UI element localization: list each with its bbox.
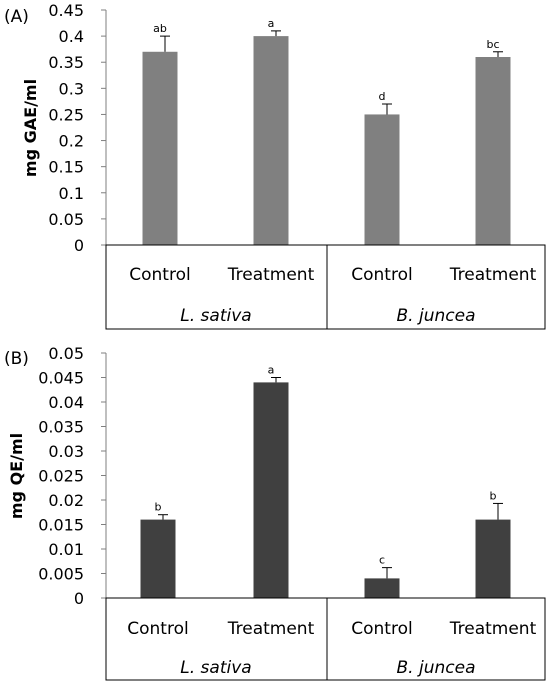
panel-a-y-tick-label: 0.2 xyxy=(59,132,84,151)
panel-a-y-tick-label: 0.25 xyxy=(48,105,84,124)
panel-b-category-label: Control xyxy=(351,619,412,639)
panel-a-error-bar xyxy=(160,35,170,52)
panel-b-error-bar xyxy=(382,567,392,579)
panel-a-error-bar xyxy=(493,51,503,57)
panel-a-bar xyxy=(364,114,400,245)
panel-a-category-label: Control xyxy=(129,265,190,285)
panel-a-bar xyxy=(253,36,289,245)
panel-b-y-tick-label: 0.025 xyxy=(38,467,84,486)
panel-a-y-tick-label: 0.35 xyxy=(48,53,84,72)
panel-b-significance-label: b xyxy=(155,501,162,514)
panel-a-y-tick-label: 0 xyxy=(74,236,84,255)
panel-a-y-ticks: 0 0.05 0.1 0.15 0.2 0.25 0.3 0.35 0.4 0.45 xyxy=(48,1,106,255)
panel-b-y-tick-label: 0.04 xyxy=(48,393,84,412)
panel-b-group-labels: L. sativa B. juncea xyxy=(180,658,475,678)
panel-b-significance-label: b xyxy=(490,489,497,502)
panel-a-y-tick-label: 0.15 xyxy=(48,158,84,177)
panel-b-significance-labels: b a c b xyxy=(155,364,497,567)
panel-a-error-bars xyxy=(160,30,503,115)
panel-b-group-label: L. sativa xyxy=(180,658,251,678)
panel-a-y-axis-label: mg GAE/ml xyxy=(21,79,40,177)
panel-b-significance-label: c xyxy=(379,554,385,567)
panel-b-y-tick-label: 0.03 xyxy=(48,442,84,461)
panel-a-significance-label: a xyxy=(268,17,275,30)
panel-b-y-tick-label: 0.015 xyxy=(38,516,84,535)
panel-a-y-tick-label: 0.4 xyxy=(59,27,84,46)
panel-a-label: (A) xyxy=(4,7,29,27)
panel-a-significance-label: d xyxy=(379,90,386,103)
panel-b-error-bar xyxy=(158,514,168,520)
panel-b-chart: (B) mg QE/ml 0 0.005 0.01 0.015 0.02 0.025 0.0… xyxy=(4,344,546,681)
panel-b-bars xyxy=(140,382,511,598)
panel-b-y-axis-label: mg QE/ml xyxy=(7,433,26,519)
panel-b-significance-label: a xyxy=(268,364,275,377)
panel-a-y-tick-label: 0.3 xyxy=(59,79,84,98)
panel-b-category-labels: Control Treatment Control Treatment xyxy=(127,619,536,639)
panel-b-error-bars xyxy=(158,377,503,579)
panel-b-category-label: Treatment xyxy=(227,619,315,639)
panel-a-significance-label: bc xyxy=(486,38,499,51)
panel-a-category-labels: Control Treatment Control Treatment xyxy=(129,265,536,285)
panel-a-y-tick-label: 0.45 xyxy=(48,1,84,20)
panel-b-bar xyxy=(253,382,289,598)
panel-b-category-box xyxy=(105,597,546,681)
panel-a-y-tick-label: 0.1 xyxy=(59,184,84,203)
panel-b-y-tick-label: 0.02 xyxy=(48,491,84,510)
panel-b-y-tick-label: 0.045 xyxy=(38,369,84,388)
panel-a-significance-label: ab xyxy=(153,22,167,35)
panel-a-chart: (A) mg GAE/ml 0 0.05 0.1 0.15 0.2 0.25 0.3 0.35… xyxy=(4,1,546,330)
panel-b-group-label: B. juncea xyxy=(397,658,476,678)
panel-a-bars xyxy=(142,36,511,246)
panel-a-bar xyxy=(142,51,178,246)
panel-a-group-label: B. juncea xyxy=(397,306,476,326)
panel-b-y-ticks: 0 0.005 0.01 0.015 0.02 0.025 0.03 0.035 0.04 0.0… xyxy=(38,344,106,608)
panel-a-category-label: Treatment xyxy=(227,265,315,285)
panel-b-bar xyxy=(364,578,400,598)
panel-b-y-tick-label: 0.05 xyxy=(48,344,84,363)
panel-a-error-bar xyxy=(271,30,281,37)
panel-b-bar xyxy=(475,519,511,598)
panel-b-y-tick-label: 0.01 xyxy=(48,540,84,559)
panel-b-category-label: Control xyxy=(127,619,188,639)
panel-a-category-box xyxy=(105,244,546,330)
panel-b-y-tick-label: 0.035 xyxy=(38,418,84,437)
panel-a-y-tick-label: 0.05 xyxy=(48,210,84,229)
panel-b-bar xyxy=(140,519,176,598)
panel-b-error-bar xyxy=(271,377,281,383)
panel-a-category-label: Treatment xyxy=(449,265,537,285)
panel-a-error-bar xyxy=(382,103,392,115)
panel-b-category-label: Treatment xyxy=(449,619,537,639)
panel-a-group-label: L. sativa xyxy=(180,306,251,326)
panel-b-label: (B) xyxy=(4,349,29,369)
panel-b-y-tick-label: 0 xyxy=(74,589,84,608)
panel-a-group-labels: L. sativa B. juncea xyxy=(180,306,475,326)
panel-a-category-label: Control xyxy=(351,265,412,285)
panel-a-bar xyxy=(475,57,511,245)
panel-a-significance-labels: ab a d bc xyxy=(153,17,499,103)
panel-b-y-tick-label: 0.005 xyxy=(38,565,84,584)
panel-b-error-bar xyxy=(493,502,503,520)
